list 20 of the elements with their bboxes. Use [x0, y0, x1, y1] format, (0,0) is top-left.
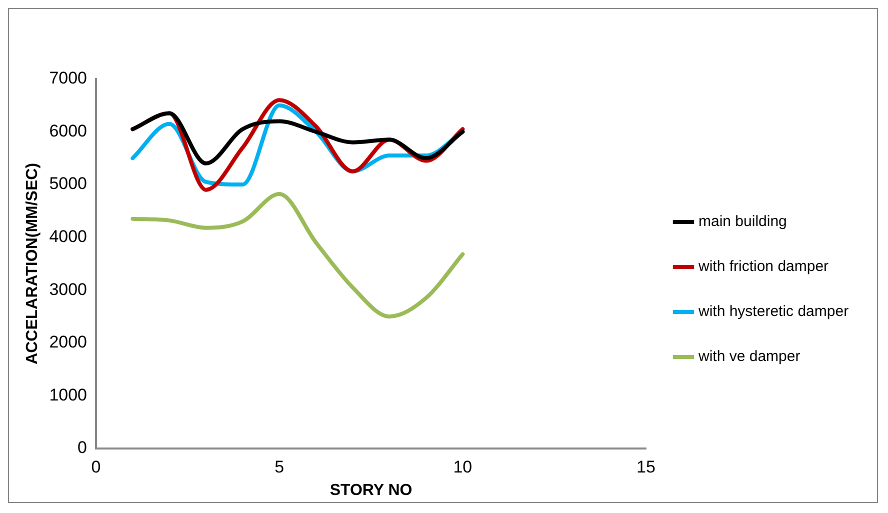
y-tick-label: 2000 — [49, 332, 88, 352]
legend-label: with hysteretic damper — [698, 303, 849, 320]
x-tick-label: 0 — [91, 457, 101, 476]
legend-label: with friction damper — [698, 258, 829, 276]
y-tick-label: 7000 — [49, 68, 88, 88]
legend-label: with ve damper — [698, 348, 800, 366]
y-tick-label: 4000 — [49, 227, 88, 246]
y-tick-label: 1000 — [49, 385, 88, 404]
line-series — [130, 111, 465, 166]
y-axis-title: ACCELARATION(MM/SEC) — [24, 162, 42, 364]
y-tick-label: 6000 — [49, 121, 88, 140]
x-axis-title: STORY NO — [330, 482, 412, 499]
legend-label: main building — [698, 213, 787, 230]
y-tick-label: 5000 — [49, 174, 88, 194]
y-tick-label: 0 — [78, 438, 88, 458]
y-tick-label: 3000 — [49, 280, 88, 299]
line-series — [130, 192, 465, 318]
x-tick-label: 15 — [636, 457, 656, 476]
x-tick-label: 10 — [453, 457, 472, 476]
x-tick-label: 5 — [274, 457, 284, 476]
